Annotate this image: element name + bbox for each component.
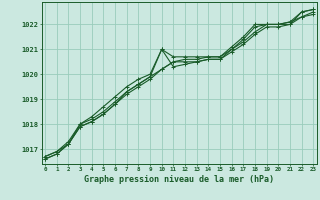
X-axis label: Graphe pression niveau de la mer (hPa): Graphe pression niveau de la mer (hPa) [84, 175, 274, 184]
